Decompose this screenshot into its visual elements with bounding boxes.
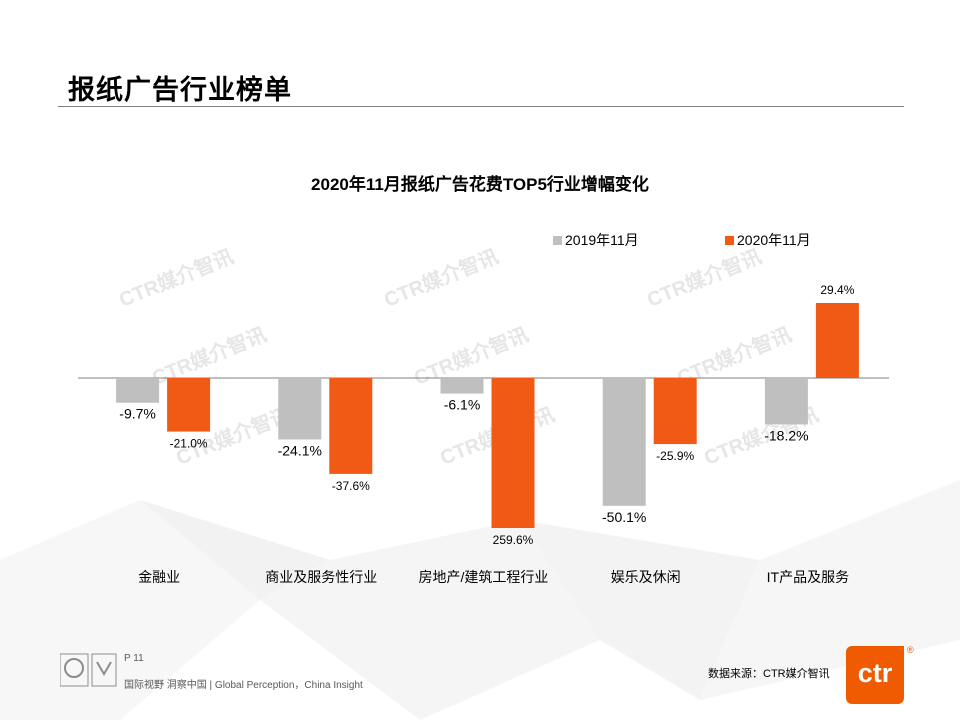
page-title: 报纸广告行业榜单	[68, 75, 292, 105]
bar-2019	[116, 378, 160, 403]
title-divider	[58, 106, 904, 107]
legend-label-2019: 2019年11月	[565, 232, 639, 248]
bar-2020	[167, 378, 211, 432]
data-label-2020: 29.4%	[820, 283, 854, 297]
data-label-2020: 259.6%	[493, 533, 534, 547]
data-label-2020: -21.0%	[170, 437, 208, 451]
footer-slogan: 国际视野 洞察中国 | Global Perception，China Insi…	[124, 680, 363, 691]
ctr-logo: ctr	[846, 646, 904, 704]
legend-item-2020: 2020年11月	[725, 230, 811, 250]
category-label: 娱乐及休闲	[611, 569, 681, 585]
bar-2019	[440, 378, 484, 394]
bar-2020	[815, 303, 859, 378]
legend-label-2020: 2020年11月	[737, 232, 811, 248]
data-label-2020: -25.9%	[656, 449, 694, 463]
category-label: 金融业	[138, 569, 180, 585]
category-label: 商业及服务性行业	[265, 569, 377, 585]
bar-2019	[278, 378, 322, 440]
data-source: 数据来源：CTR媒介智讯	[708, 668, 830, 680]
chart-title: 2020年11月报纸广告花费TOP5行业增幅变化	[311, 175, 649, 194]
legend-swatch-2019	[553, 235, 562, 245]
category-label: IT产品及服务	[767, 569, 849, 585]
legend-swatch-2020	[725, 235, 734, 245]
certification-badges	[60, 653, 117, 687]
data-label-2019: -9.7%	[119, 406, 156, 422]
data-label-2019: -6.1%	[444, 397, 481, 413]
page-number: P 11	[124, 653, 144, 664]
data-label-2019: -24.1%	[278, 442, 322, 458]
category-label: 房地产/建筑工程行业	[419, 569, 549, 585]
data-label-2019: -50.1%	[602, 509, 646, 525]
bar-2019	[602, 378, 646, 506]
registered-mark: ®	[907, 645, 914, 655]
bar-2020	[653, 378, 697, 445]
bar-2019	[764, 378, 808, 425]
bar-2020	[329, 378, 373, 474]
data-label-2020: -37.6%	[332, 479, 370, 493]
data-label-2019: -18.2%	[764, 427, 808, 443]
legend-item-2019: 2019年11月	[553, 230, 639, 250]
bar-2020	[491, 378, 535, 528]
